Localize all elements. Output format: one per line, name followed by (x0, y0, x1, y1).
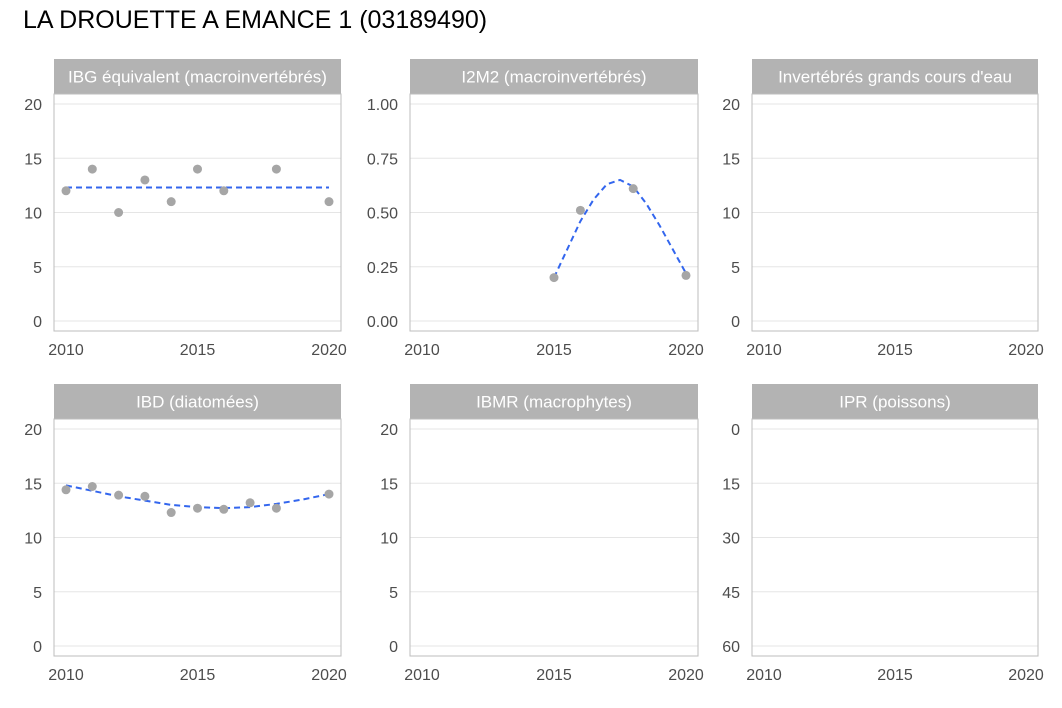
data-point (219, 186, 229, 196)
y-tick-label: 20 (722, 97, 740, 114)
y-tick-label: 10 (722, 206, 740, 223)
x-tick-label: 2015 (536, 342, 572, 359)
y-tick-label: 1.00 (367, 97, 398, 114)
x-tick-label: 2020 (668, 667, 704, 684)
data-point (61, 186, 71, 196)
x-tick-label: 2020 (1008, 667, 1044, 684)
y-tick-label: 0 (389, 639, 398, 656)
chart-panel-6: IPR (poissons) 0 15 30 45 60 2010 2015 2020 (722, 384, 1044, 684)
x-tick-label: 2010 (404, 342, 440, 359)
x-tick-label: 2020 (311, 342, 347, 359)
panel-strip (54, 59, 341, 94)
x-tick-label: 2015 (536, 667, 572, 684)
panel-title: IBG équivalent (macroinvertébrés) (68, 68, 327, 87)
panel-frame (751, 418, 1039, 657)
y-tick-label: 30 (722, 531, 740, 548)
panel-frame (53, 93, 342, 332)
panel-strip (410, 59, 698, 94)
chart-panel-5: IBMR (macrophytes) 0 5 10 15 20 2010 2015 2020 (380, 384, 704, 684)
x-tick-label: 2010 (746, 342, 782, 359)
y-tick-label: 15 (24, 151, 42, 168)
data-point (271, 164, 281, 174)
y-tick-label: 0.25 (367, 260, 398, 277)
y-tick-label: 0.00 (367, 314, 398, 331)
y-tick-label: 15 (24, 476, 42, 493)
y-tick-label: 5 (731, 260, 740, 277)
y-tick-label: 45 (722, 585, 740, 602)
panel-frame (751, 93, 1039, 332)
y-tick-label: 20 (380, 422, 398, 439)
y-tick-label: 0.75 (367, 151, 398, 168)
chart-panel-2: I2M2 (macroinvertébrés) 0.00 0.25 0.50 0.75 1… (367, 59, 704, 359)
x-tick-label: 2015 (180, 667, 216, 684)
x-tick-label: 2015 (877, 667, 913, 684)
data-point (193, 164, 202, 174)
panel-frame (409, 418, 699, 657)
data-point (140, 175, 150, 185)
page-title: LA DROUETTE A EMANCE 1 (03189490) (23, 6, 488, 34)
data-point (114, 490, 124, 500)
trend-line (553, 178, 687, 279)
x-tick-label: 2015 (877, 342, 913, 359)
data-point (324, 489, 334, 499)
y-tick-label: 5 (33, 260, 42, 277)
chart-panel-1: IBG équivalent (macroinvertébrés) 0 5 10 15 2… (24, 59, 347, 359)
y-tick-label: 10 (380, 531, 398, 548)
data-point (628, 184, 638, 194)
panel-title: I2M2 (macroinvertébrés) (461, 68, 646, 87)
data-point (87, 164, 97, 174)
x-tick-label: 2015 (180, 342, 216, 359)
y-tick-label: 10 (24, 531, 42, 548)
data-point (575, 205, 585, 215)
y-tick-label: 5 (33, 585, 42, 602)
x-tick-label: 2010 (48, 342, 84, 359)
panel-strip (54, 384, 341, 419)
data-point (166, 508, 176, 518)
panel-title: IBD (diatomées) (136, 393, 259, 412)
chart-panel-4: IBD (diatomées) 0 5 10 15 20 2010 2015 2020 (24, 384, 347, 684)
y-tick-label: 15 (722, 476, 740, 493)
chart-panel-3: Invertébrés grands cours d'eau0510152020… (722, 59, 1044, 359)
data-point (271, 503, 281, 513)
panel-frame (409, 93, 699, 332)
data-point (114, 208, 124, 217)
data-point (61, 485, 71, 495)
y-tick-label: 0 (731, 422, 740, 439)
panel-strip (752, 59, 1038, 94)
y-tick-label: 10 (24, 206, 42, 223)
data-point (219, 504, 229, 514)
y-tick-label: 5 (389, 585, 398, 602)
x-tick-label: 2010 (404, 667, 440, 684)
x-tick-label: 2020 (311, 667, 347, 684)
x-tick-label: 2020 (1008, 342, 1044, 359)
y-tick-label: 0 (33, 639, 42, 656)
panel-frame (53, 418, 342, 657)
data-point (549, 273, 559, 283)
data-point (245, 498, 255, 508)
y-tick-label: 0 (33, 314, 42, 331)
x-tick-label: 2010 (48, 667, 84, 684)
y-tick-label: 60 (722, 639, 740, 656)
x-tick-label: 2010 (746, 667, 782, 684)
data-point (87, 482, 97, 492)
data-point (140, 491, 150, 501)
y-tick-label: 20 (24, 422, 42, 439)
y-tick-label: 15 (722, 151, 740, 168)
data-point (166, 197, 176, 207)
data-point (681, 270, 691, 280)
panel-title: IPR (poissons) (839, 393, 950, 412)
y-tick-label: 20 (24, 97, 42, 114)
data-point (193, 503, 202, 513)
panel-strip (752, 384, 1038, 419)
panel-strip (410, 384, 698, 419)
data-point (324, 197, 334, 207)
panel-title: Invertébrés grands cours d'eau (778, 68, 1012, 87)
y-tick-label: 0.50 (367, 206, 398, 223)
x-tick-label: 2020 (668, 342, 704, 359)
y-tick-label: 0 (731, 314, 740, 331)
panel-title: IBMR (macrophytes) (476, 393, 632, 412)
y-tick-label: 15 (380, 476, 398, 493)
